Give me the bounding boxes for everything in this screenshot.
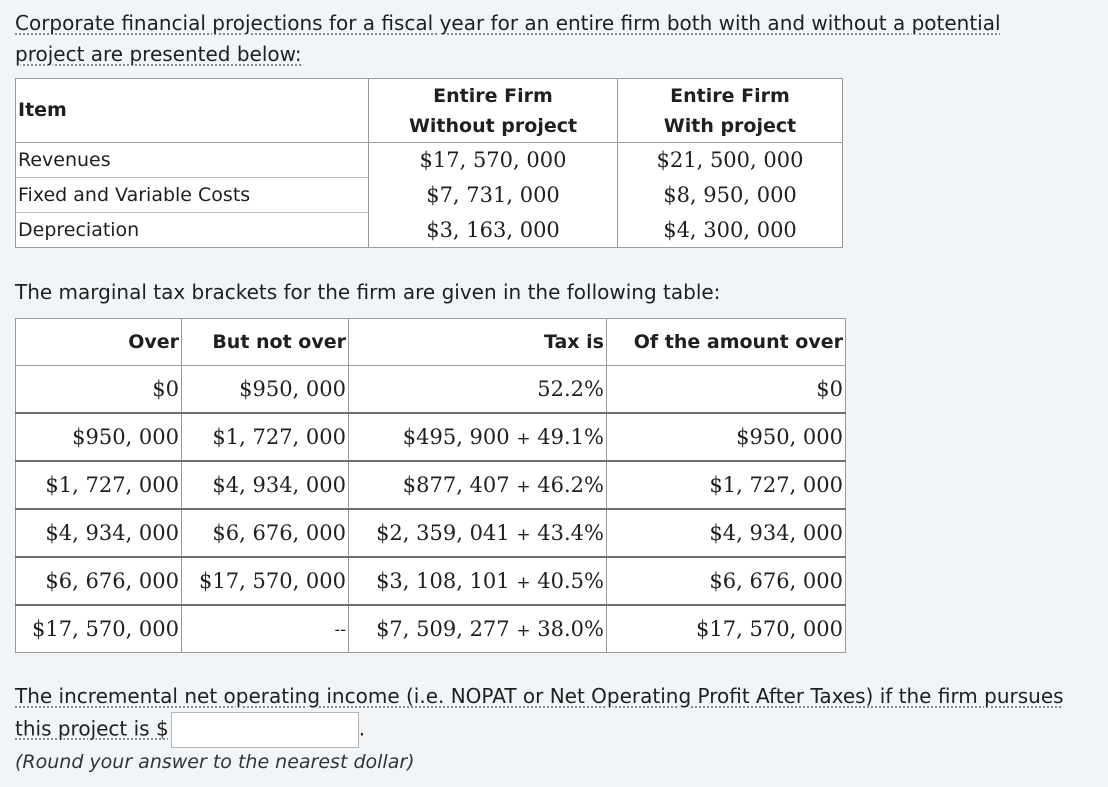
with-project-header: Entire Firm With project (617, 78, 843, 143)
projections-table: Item Entire Firm Without project Entire … (15, 78, 843, 248)
amount-over-value: $0 (606, 365, 846, 414)
table-row: $17, 570, 000 -- $7, 509, 277 + 38.0% $1… (15, 604, 846, 653)
amount-over-header: Of the amount over (606, 318, 846, 366)
but-not-over-value: $950, 000 (181, 365, 349, 414)
tax-is-value: 52.2% (348, 365, 607, 414)
tax-intro-text: The marginal tax brackets for the firm a… (15, 280, 721, 304)
question-text: The incremental net operating income (i.… (15, 680, 1100, 748)
but-not-over-value: $17, 570, 000 (181, 556, 349, 606)
tax-header-row: Over But not over Tax is Of the amount o… (15, 318, 846, 366)
without-project-header: Entire Firm Without project (368, 78, 618, 143)
but-not-over-value: $4, 934, 000 (181, 460, 349, 510)
over-value: $1, 727, 000 (15, 460, 182, 510)
table-row: $6, 676, 000 $17, 570, 000 $3, 108, 101 … (15, 556, 846, 606)
tax-is-value: $2, 359, 041 + 43.4% (348, 508, 607, 558)
table-row: $1, 727, 000 $4, 934, 000 $877, 407 + 46… (15, 460, 846, 510)
item-header: Item (15, 78, 369, 143)
amount-over-value: $6, 676, 000 (606, 556, 846, 606)
tax-is-header: Tax is (348, 318, 607, 366)
amount-over-value: $950, 000 (606, 412, 846, 462)
tax-is-value: $3, 108, 101 + 40.5% (348, 556, 607, 606)
over-header: Over (15, 318, 182, 366)
over-value: $17, 570, 000 (15, 604, 182, 653)
row-label: Revenues (15, 142, 369, 178)
tax-is-value: $495, 900 + 49.1% (348, 412, 607, 462)
answer-input[interactable] (170, 712, 359, 748)
tax-is-value: $877, 407 + 46.2% (348, 460, 607, 510)
over-value: $4, 934, 000 (15, 508, 182, 558)
table-row: $950, 000 $1, 727, 000 $495, 900 + 49.1%… (15, 412, 846, 462)
table-row: Fixed and Variable Costs $7, 731, 000 $8… (15, 177, 843, 213)
intro-text: Corporate financial projections for a fi… (15, 11, 1001, 66)
but-not-over-value: -- (181, 604, 349, 653)
without-value: $3, 163, 000 (368, 212, 618, 248)
table-row: Revenues $17, 570, 000 $21, 500, 000 (15, 142, 843, 178)
table-row: $0 $950, 000 52.2% $0 (15, 365, 846, 414)
without-value: $7, 731, 000 (368, 177, 618, 213)
row-label: Fixed and Variable Costs (15, 177, 369, 213)
amount-over-value: $1, 727, 000 (606, 460, 846, 510)
rounding-hint: (Round your answer to the nearest dollar… (15, 751, 415, 773)
amount-over-value: $17, 570, 000 (606, 604, 846, 653)
row-label: Depreciation (15, 212, 369, 248)
projections-header-row: Item Entire Firm Without project Entire … (15, 78, 843, 143)
with-value: $21, 500, 000 (617, 142, 843, 178)
over-value: $0 (15, 365, 182, 414)
answer-period: . (358, 716, 366, 741)
but-not-over-header: But not over (181, 318, 349, 366)
with-value: $4, 300, 000 (617, 212, 843, 248)
table-row: Depreciation $3, 163, 000 $4, 300, 000 (15, 212, 843, 248)
but-not-over-value: $6, 676, 000 (181, 508, 349, 558)
tax-brackets-table: Over But not over Tax is Of the amount o… (15, 318, 846, 653)
amount-over-value: $4, 934, 000 (606, 508, 846, 558)
but-not-over-value: $1, 727, 000 (181, 412, 349, 462)
table-row: $4, 934, 000 $6, 676, 000 $2, 359, 041 +… (15, 508, 846, 558)
over-value: $950, 000 (15, 412, 182, 462)
with-value: $8, 950, 000 (617, 177, 843, 213)
over-value: $6, 676, 000 (15, 556, 182, 606)
without-value: $17, 570, 000 (368, 142, 618, 178)
tax-is-value: $7, 509, 277 + 38.0% (348, 604, 607, 653)
